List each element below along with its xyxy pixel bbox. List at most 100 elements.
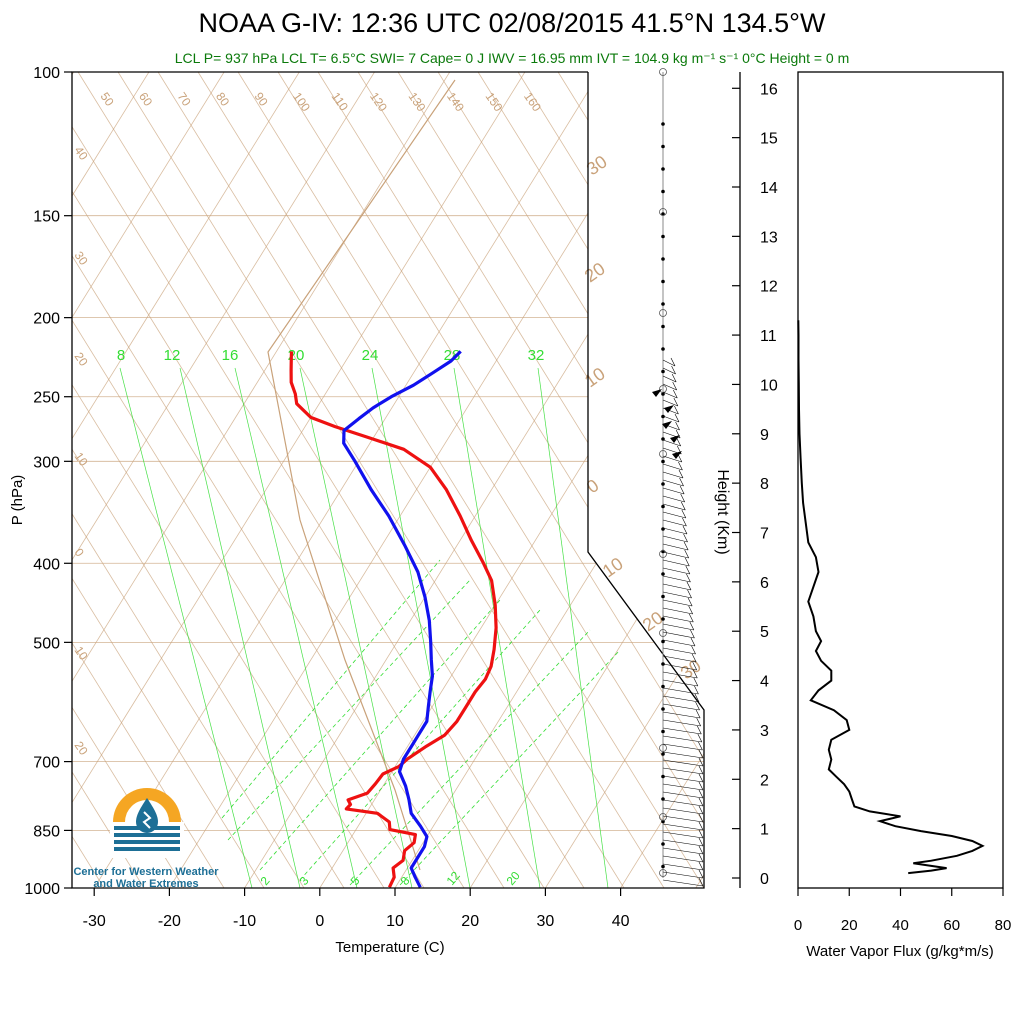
mixing-ratio-line: [234, 367, 358, 888]
wind-barb: [662, 679, 698, 687]
wind-barb-feather: [698, 861, 704, 871]
wind-barb-feather: [685, 557, 690, 567]
adiabat-label-right: 10: [599, 553, 627, 581]
temperature-tick-label: 0: [315, 913, 324, 930]
wind-barb: [662, 695, 700, 703]
wind-barb: [662, 599, 693, 607]
height-tick-label: 0: [760, 871, 769, 888]
adiabat-line: [597, 72, 704, 888]
wind-barb: [662, 543, 689, 551]
wind-barb: [662, 615, 694, 623]
adiabat-line: [72, 72, 185, 888]
wind-barb-feather: [673, 397, 679, 407]
flux-tick-label: 60: [943, 917, 960, 934]
wind-barb: [662, 791, 704, 799]
adiabat-line: [477, 72, 704, 888]
wind-barb-feather: [685, 565, 691, 575]
wind-barb-feather: [698, 749, 704, 759]
sounding-traces: [289, 350, 498, 889]
skewt-clip-group: [72, 72, 704, 888]
wind-barb: [662, 831, 704, 839]
wind-barb-feather: [688, 605, 693, 615]
wind-barb-feather: [671, 365, 676, 375]
wind-barb: [662, 383, 677, 391]
mixing-ratio-label-bottom: 5: [348, 874, 363, 888]
adiabat-line: [72, 72, 265, 888]
wind-barb-feather: [698, 869, 704, 879]
wind-barb-feather: [675, 421, 680, 431]
wind-barb: [662, 823, 704, 831]
wind-barb: [662, 663, 697, 671]
wind-level-dot: [661, 234, 665, 239]
wind-level-dot: [661, 324, 665, 329]
logo-text-line1: Center for Western Weather: [73, 866, 219, 878]
wind-barb-feather: [672, 381, 677, 391]
adiabat-label-left: 40: [72, 144, 91, 163]
wind-calm-circle: [659, 385, 667, 393]
mixing-ratio-line: [371, 367, 471, 888]
pressure-tick-label: 400: [33, 556, 60, 573]
isotherm-line: [169, 72, 676, 888]
mixing-ratio-dashed-line: [259, 599, 501, 871]
wind-barb: [662, 775, 704, 783]
wind-barb-feather: [684, 549, 689, 559]
wind-level-dot: [661, 684, 665, 689]
isotherm-line: [72, 72, 375, 888]
wind-barb: [662, 391, 678, 399]
wind-barb: [662, 863, 704, 871]
wind-barb: [662, 711, 701, 719]
cw3e-logo: [110, 788, 184, 858]
wind-barb-feather: [698, 797, 704, 807]
wind-pennant: [662, 421, 672, 429]
mixing-ratio-label-top: 24: [362, 347, 379, 364]
flux-tick-label: 80: [995, 917, 1012, 934]
temperature-tick-label: 10: [386, 913, 404, 930]
height-tick-label: 5: [760, 624, 769, 641]
adiabat-line: [72, 72, 385, 888]
wind-pennant: [670, 435, 680, 443]
wind-level-dot: [661, 212, 665, 216]
isotherm-line: [244, 72, 704, 888]
wind-barb: [662, 519, 687, 527]
adiabat-label-right: 10: [581, 363, 609, 391]
mixing-ratio-dashed-line: [221, 559, 441, 819]
adiabat-label-right: 20: [581, 258, 609, 286]
flux-tick-label: 0: [794, 917, 802, 934]
wind-barb: [662, 623, 694, 631]
wind-barb: [662, 455, 682, 463]
mixing-ratio-label-top: 16: [222, 347, 239, 364]
wind-barb-feather: [697, 725, 702, 735]
wind-barb-feather: [698, 813, 704, 823]
wind-calm-circle: [659, 744, 667, 752]
wind-barb: [662, 879, 704, 887]
wind-barb-feather: [670, 357, 676, 367]
adiabat-line: [72, 72, 505, 888]
wind-barb-feather: [681, 509, 687, 519]
wind-level-dot: [661, 279, 665, 284]
wind-barb-feather: [698, 789, 704, 799]
height-tick-label: 2: [760, 772, 769, 789]
wind-pennant: [664, 405, 674, 413]
logo-wave-icon: [114, 840, 180, 844]
adiabat-line: [72, 72, 425, 888]
height-tick-label: 6: [760, 575, 769, 592]
wind-calm-circle: [659, 68, 667, 76]
wind-level-dot: [661, 392, 665, 396]
wind-barb: [662, 511, 686, 519]
height-tick-label: 1: [760, 822, 769, 839]
adiabat-line: [157, 72, 665, 888]
wind-level-dot: [661, 369, 665, 374]
pressure-tick-label: 700: [33, 755, 60, 772]
pressure-tick-label: 1000: [24, 881, 60, 898]
wind-level-dot: [661, 639, 665, 644]
wind-barb: [662, 719, 701, 727]
mixing-ratio-line: [537, 367, 609, 888]
wind-barb: [662, 399, 678, 407]
wind-barb: [662, 847, 704, 855]
wind-barb: [662, 567, 690, 575]
wind-barb: [662, 647, 696, 655]
pressure-tick-label: 200: [33, 311, 60, 328]
isotherm-line: [72, 72, 526, 888]
mixing-ratio-line: [179, 367, 301, 888]
height-tick-label: 3: [760, 723, 769, 740]
